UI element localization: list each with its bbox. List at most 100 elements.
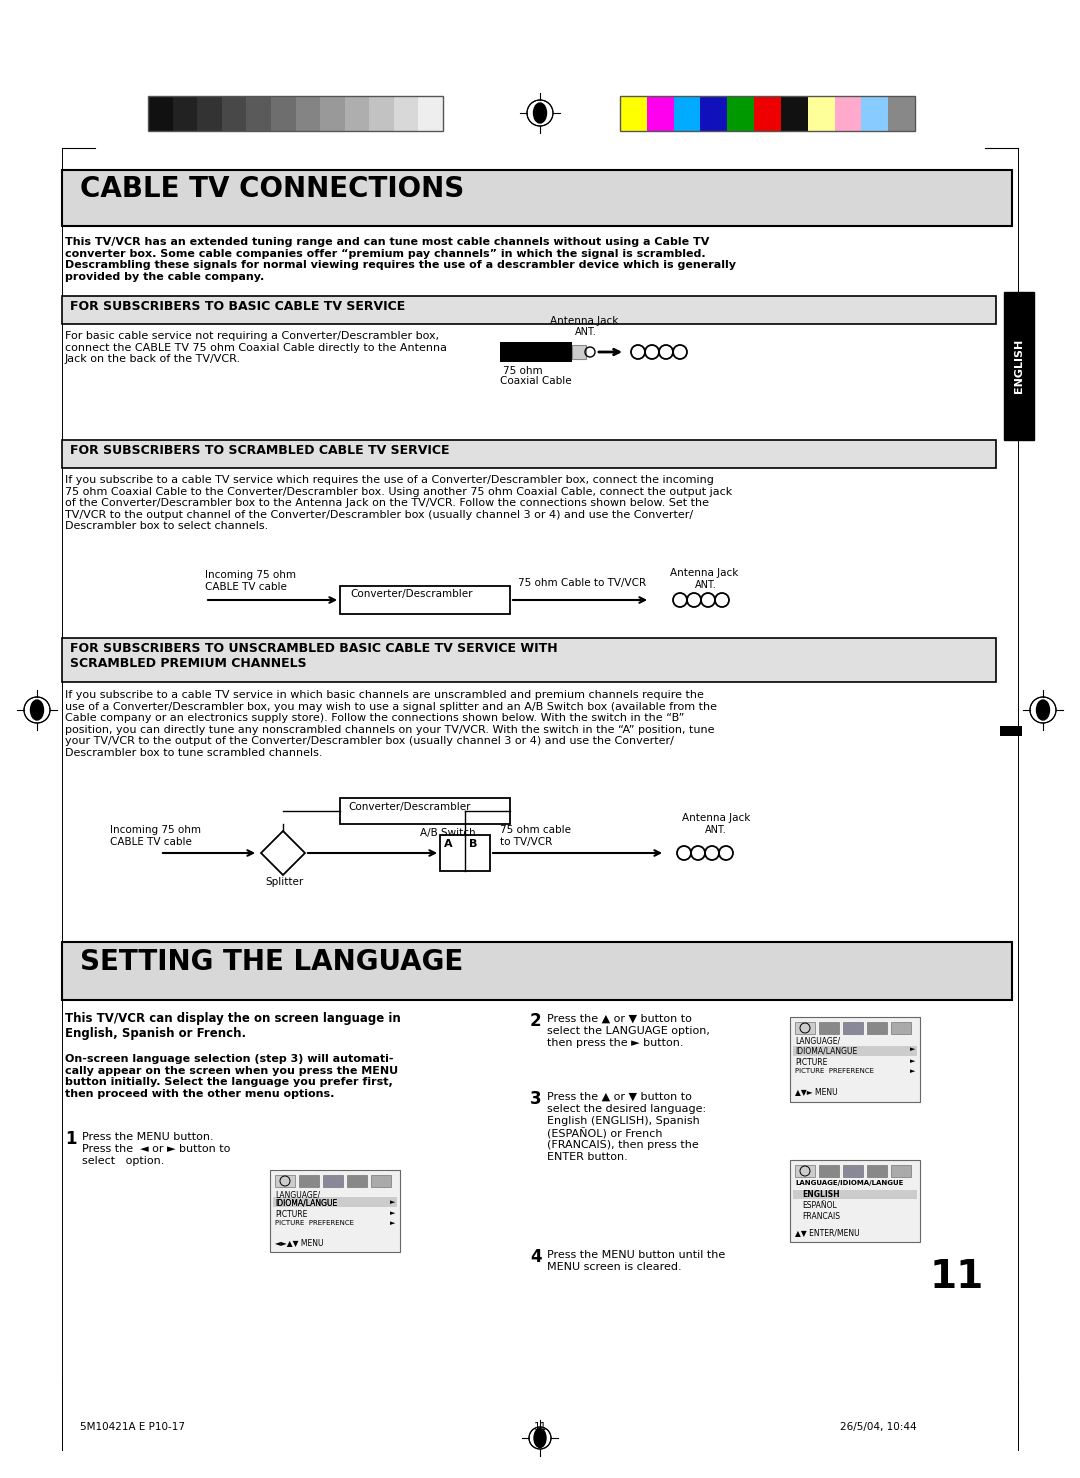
Text: 3: 3 — [530, 1089, 542, 1108]
Text: If you subscribe to a cable TV service in which basic channels are unscrambled a: If you subscribe to a cable TV service i… — [65, 690, 717, 758]
Text: IDIOMA/LANGUE: IDIOMA/LANGUE — [795, 1046, 858, 1055]
Bar — [62, 941, 1012, 1001]
Bar — [808, 96, 835, 132]
Bar — [198, 96, 222, 132]
Bar — [572, 344, 586, 359]
Text: A/B Switch: A/B Switch — [420, 828, 475, 838]
Bar — [320, 96, 346, 132]
Text: CABLE TV CONNECTIONS: CABLE TV CONNECTIONS — [80, 174, 464, 202]
Text: LANGUAGE/: LANGUAGE/ — [795, 1038, 840, 1046]
Text: Splitter: Splitter — [265, 876, 303, 887]
Text: Incoming 75 ohm: Incoming 75 ohm — [110, 825, 201, 835]
Bar — [620, 96, 915, 132]
Text: 75 ohm Cable to TV/VCR: 75 ohm Cable to TV/VCR — [518, 578, 646, 588]
Text: MENU screen is cleared.: MENU screen is cleared. — [546, 1262, 681, 1273]
Bar — [754, 96, 782, 132]
Text: If you subscribe to a cable TV service which requires the use of a Converter/Des: If you subscribe to a cable TV service w… — [65, 474, 732, 532]
Text: Press the ▲ or ▼ button to: Press the ▲ or ▼ button to — [546, 1014, 692, 1024]
Text: For basic cable service not requiring a Converter/Descrambler box,
connect the C: For basic cable service not requiring a … — [65, 331, 447, 364]
Text: FRANCAIS: FRANCAIS — [802, 1212, 840, 1221]
Text: IDIOMA/LANGUE: IDIOMA/LANGUE — [275, 1199, 337, 1208]
Bar — [273, 1197, 397, 1208]
Text: 75 ohm: 75 ohm — [503, 367, 542, 375]
Text: B: B — [469, 840, 477, 848]
Bar — [173, 96, 198, 132]
Bar — [347, 1175, 367, 1187]
Bar — [891, 1021, 912, 1035]
Bar — [674, 96, 701, 132]
Bar — [148, 96, 443, 132]
Text: 5M10421A E P10-17: 5M10421A E P10-17 — [80, 1422, 185, 1432]
Text: ►: ► — [390, 1219, 395, 1225]
Bar — [275, 1175, 295, 1187]
Bar — [862, 96, 889, 132]
Bar — [835, 96, 862, 132]
Bar — [891, 1165, 912, 1176]
Text: ENGLISH: ENGLISH — [1014, 338, 1024, 393]
Text: This TV/VCR has an extended tuning range and can tune most cable channels withou: This TV/VCR has an extended tuning range… — [65, 236, 735, 282]
Text: ►: ► — [910, 1046, 916, 1052]
Text: 11: 11 — [534, 1422, 546, 1432]
Bar — [340, 798, 510, 825]
Text: Coaxial Cable: Coaxial Cable — [500, 375, 571, 386]
Bar — [647, 96, 674, 132]
Text: Incoming 75 ohm: Incoming 75 ohm — [205, 571, 296, 579]
Bar — [843, 1021, 863, 1035]
Text: 2: 2 — [530, 1012, 542, 1030]
Text: FOR SUBSCRIBERS TO SCRAMBLED CABLE TV SERVICE: FOR SUBSCRIBERS TO SCRAMBLED CABLE TV SE… — [70, 443, 449, 457]
Bar — [62, 638, 996, 681]
Bar — [795, 1021, 815, 1035]
Text: IDIOMA/LANGUE: IDIOMA/LANGUE — [275, 1199, 337, 1208]
Bar — [701, 96, 728, 132]
Polygon shape — [261, 831, 305, 875]
Text: SETTING THE LANGUAGE: SETTING THE LANGUAGE — [80, 947, 463, 975]
Bar — [270, 1171, 400, 1252]
Text: ANT.: ANT. — [705, 825, 727, 835]
Text: A: A — [444, 840, 453, 848]
Ellipse shape — [1037, 701, 1050, 720]
Text: On-screen language selection (step 3) will automati-
cally appear on the screen : On-screen language selection (step 3) wi… — [65, 1054, 399, 1098]
Text: LANGUAGE/: LANGUAGE/ — [275, 1190, 320, 1199]
Text: Converter/Descrambler: Converter/Descrambler — [348, 803, 471, 811]
Ellipse shape — [534, 103, 546, 123]
Text: Antenna Jack: Antenna Jack — [550, 316, 619, 327]
Text: LANGUAGE/IDIOMA/LANGUE: LANGUAGE/IDIOMA/LANGUE — [795, 1179, 903, 1185]
Bar — [369, 96, 394, 132]
Bar — [323, 1175, 343, 1187]
Text: ►: ► — [390, 1210, 395, 1216]
Text: CABLE TV cable: CABLE TV cable — [205, 582, 287, 593]
Bar — [888, 96, 916, 132]
Text: FOR SUBSCRIBERS TO BASIC CABLE TV SERVICE: FOR SUBSCRIBERS TO BASIC CABLE TV SERVIC… — [70, 300, 405, 313]
Text: ►: ► — [910, 1058, 916, 1064]
Text: ANT.: ANT. — [696, 579, 717, 590]
Bar — [440, 835, 490, 871]
Bar — [620, 96, 647, 132]
Bar — [394, 96, 419, 132]
Text: ENTER button.: ENTER button. — [546, 1151, 627, 1162]
Text: 4: 4 — [530, 1247, 542, 1267]
Bar — [1000, 726, 1022, 736]
Text: PICTURE  PREFERENCE: PICTURE PREFERENCE — [275, 1219, 354, 1225]
Bar — [819, 1165, 839, 1176]
Bar — [62, 170, 1012, 226]
Text: Press the ▲ or ▼ button to: Press the ▲ or ▼ button to — [546, 1092, 692, 1103]
Text: CABLE TV cable: CABLE TV cable — [110, 837, 192, 847]
Text: 11: 11 — [930, 1258, 984, 1296]
Bar — [345, 96, 369, 132]
Text: PICTURE: PICTURE — [795, 1058, 827, 1067]
Bar — [795, 1165, 815, 1176]
Text: FOR SUBSCRIBERS TO UNSCRAMBLED BASIC CABLE TV SERVICE WITH
SCRAMBLED PREMIUM CHA: FOR SUBSCRIBERS TO UNSCRAMBLED BASIC CAB… — [70, 641, 557, 670]
Text: Antenna Jack: Antenna Jack — [670, 568, 739, 578]
Text: to TV/VCR: to TV/VCR — [500, 837, 552, 847]
Text: Antenna Jack: Antenna Jack — [681, 813, 751, 823]
Text: ►: ► — [910, 1069, 916, 1075]
Bar — [781, 96, 808, 132]
Bar — [819, 1021, 839, 1035]
Bar — [867, 1165, 887, 1176]
Bar — [789, 1017, 920, 1103]
Text: 26/5/04, 10:44: 26/5/04, 10:44 — [840, 1422, 917, 1432]
Text: ◄►▲▼ MENU: ◄►▲▼ MENU — [275, 1239, 324, 1247]
Text: Press the MENU button.: Press the MENU button. — [82, 1132, 214, 1142]
Text: Press the MENU button until the: Press the MENU button until the — [546, 1250, 726, 1261]
Bar — [296, 96, 321, 132]
